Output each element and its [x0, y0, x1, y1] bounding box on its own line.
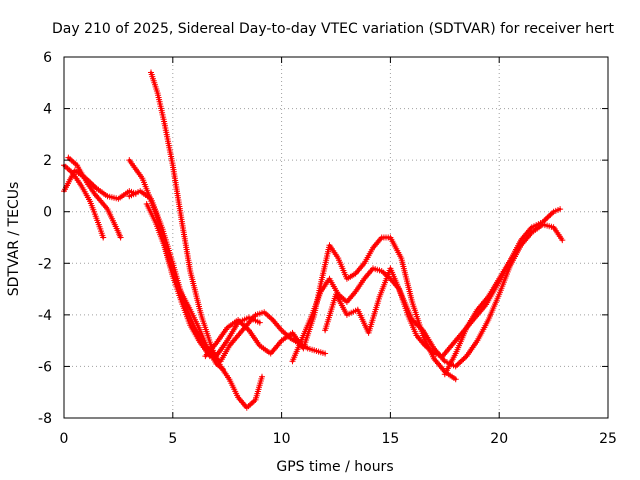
- y-tick-label: -6: [38, 359, 52, 375]
- series-markers: [65, 154, 124, 241]
- series-track-10: [322, 221, 566, 370]
- series-markers: [148, 69, 265, 411]
- series-markers: [441, 206, 564, 378]
- series-line: [443, 207, 562, 376]
- x-tick-label: 0: [60, 431, 69, 447]
- y-tick-label: 2: [43, 153, 52, 169]
- y-axis-ticks: -8 -6 -4 -2 0 2 4 6: [38, 50, 608, 427]
- chart-title: Day 210 of 2025, Sidereal Day-to-day VTE…: [52, 21, 614, 37]
- series-markers: [143, 201, 329, 365]
- x-tick-label: 5: [168, 431, 177, 447]
- y-tick-label: 6: [43, 50, 52, 66]
- grid: [64, 57, 608, 418]
- series-track-11: [441, 206, 564, 378]
- data-series: [61, 69, 566, 411]
- series-markers: [322, 221, 566, 370]
- y-tick-label: -2: [38, 256, 52, 272]
- series-track-6: [148, 69, 265, 411]
- series-track-8: [202, 234, 459, 383]
- y-tick-label: 0: [43, 205, 52, 221]
- x-tick-label: 15: [381, 431, 399, 447]
- y-tick-label: -4: [38, 308, 52, 324]
- y-tick-label: -8: [38, 411, 52, 427]
- y-tick-label: 4: [43, 102, 52, 118]
- y-axis-label: SDTVAR / TECUs: [6, 182, 22, 297]
- plot-frame: [63, 56, 609, 419]
- x-axis-ticks: 0 5 10 15 20 25: [60, 57, 617, 447]
- series-track-3: [65, 154, 124, 241]
- x-tick-label: 10: [273, 431, 291, 447]
- x-tick-label: 20: [490, 431, 508, 447]
- x-axis-label: GPS time / hours: [276, 459, 393, 475]
- series-line: [323, 223, 564, 368]
- series-markers: [202, 234, 459, 383]
- x-tick-label: 25: [599, 431, 617, 447]
